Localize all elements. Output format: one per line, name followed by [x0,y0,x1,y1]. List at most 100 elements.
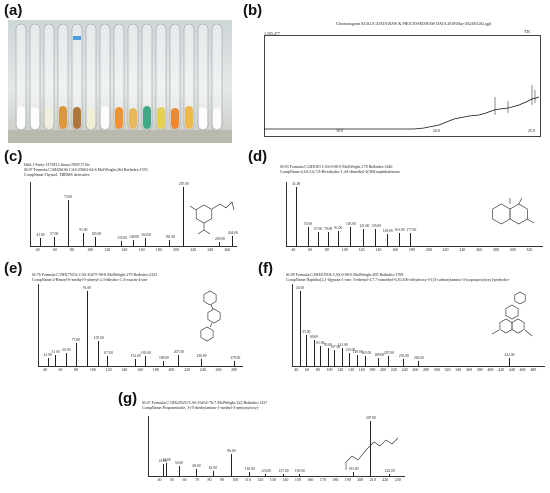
spectrum-peak-label: 121.00 [359,224,370,229]
spectrum-peak [306,334,308,366]
spectrum-peak [313,339,315,366]
spectrum-peak-label: 91.00 [334,225,343,230]
spectrum-peak-label: 57.00 [50,232,59,237]
spectrum-peak [282,473,284,476]
spectrum-xtick: 360 [465,367,472,372]
spectrum-peak-label: 54.00 [174,461,184,466]
spectrum-peak-label: 110.00 [244,467,255,472]
spectrum-axes: 41.00 44.00 54.00 68.00 81.00 96.00 110.00 123.… [148,416,405,477]
spectrum-peak-label: 207.00 [383,351,394,356]
spectrum-peak-label: 432.00 [504,352,515,357]
spectrum-header-line: SI:83 Formula:C12H18O CAS:0-00-0 MolWeig… [280,164,393,169]
spectrum-xtick: 80 [74,367,79,372]
spectrum-axes: 41.00 57.00 73.00 91.00 105.00 135.00 149.00 16… [30,182,238,247]
spectrum-xtick: 100 [87,247,94,252]
tube-liquid [157,107,165,129]
spectrum-xtick: 440 [508,367,515,372]
spectrum-peak [298,473,300,476]
spectrum-peak [134,359,136,366]
spectrum-xtick: 200 [168,367,175,372]
spectrum-xtick: 60 [305,367,310,372]
spectrum-peak [334,349,336,366]
spectrum-xtick: 220 [382,477,389,482]
spectrum-peak [402,359,404,366]
spectrum-peak [231,235,233,246]
panel-label-g: (g) [118,390,138,407]
spectrum-peak [363,229,365,246]
spectrum-peak [296,187,298,246]
spectrum-peak-label: 249.00 [214,237,225,242]
spectrum-xtick: 340 [455,367,462,372]
spectrum-peak [320,346,322,366]
spectrum-xtick: 40 [294,367,299,372]
spectrum-xtick: 280 [231,367,238,372]
chromatogram-frame [264,35,541,137]
spectrum-peak [307,226,309,246]
spectrum-xtick: 40 [157,477,162,482]
spectrum-peak-label: 150.00 [294,468,305,473]
test-tube [85,23,97,131]
rack [8,130,232,143]
spectrum-peak-label: 123.00 [261,468,272,473]
spectrum-axes: 43.00 55.00 69.00 81.00 95.00 107.00 121.00 135… [292,284,545,367]
spectrum-xtick: 160 [137,367,143,372]
spectrum-peak [121,240,122,246]
test-tubes-photo [8,20,232,143]
spectrum-peak-label: 117.00 [103,351,113,356]
spectrum-peak-label: 41.00 [292,182,301,187]
spectrum-xtick: 260 [476,247,483,252]
spectrum-xtick: 180 [369,367,376,372]
test-tube [141,23,153,131]
chromatogram-xtick: 20.0 [433,128,440,133]
spectrum-peak-label: 163.00 [394,228,405,233]
spectrum-peak [349,226,351,246]
spectrum-header-line: SI:47 Formula:C13H22N2O CAS:16454-76-7 M… [142,400,268,405]
spectrum-peak-label: 65.00 [62,347,71,352]
spectrum-peak-label: 44.00 [162,457,171,462]
spectrum-peak [162,361,164,366]
tube-liquid [45,108,53,129]
test-tube [99,23,111,131]
spectrum-xtick: 180 [332,477,339,482]
spectrum-peak [182,187,184,246]
spectrum-xtick: 380 [476,367,483,372]
spectrum-peak-label: 191.00 [165,234,176,239]
spectrum-xtick: 160 [138,247,145,252]
spectrum-peak-label: 207.00 [178,182,189,187]
spectrum-peak [508,357,510,366]
spectrum-xtick: 180 [408,247,415,252]
spectrum-xtick: 120 [105,367,112,372]
chromatogram-ymax: 1,505,477 [264,31,280,36]
spectrum-peak [265,473,266,476]
spectrum-xtick: 200 [425,247,432,252]
spectrum-peak [107,356,109,366]
spectrum-peak [196,468,198,476]
spectrum-xtick: 140 [375,247,382,252]
spectrum-xtick: 50 [169,477,174,482]
spectrum-peak [67,199,69,246]
spectrum-peak-label: 207.00 [173,349,184,354]
spectrum-xtick: 220 [390,367,397,372]
spectrum-peak-label: 41.00 [43,352,52,357]
spectrum-xtick: 60 [182,477,187,482]
spectrum-peak [352,472,354,476]
spectrum-peak-label: 105.00 [93,336,104,341]
spectrum-peak-label: 73.00 [63,194,72,199]
tube-liquid [213,108,221,129]
spectrum-peak-label: 222.00 [384,468,395,473]
spectrum-xtick: 60 [308,247,313,252]
tube-liquid [31,107,39,129]
spectrum-xtick: 140 [347,367,354,372]
spectrum-peak-label: 51.00 [51,349,60,354]
spectrum-peak [328,231,329,246]
spectrum-xtick: 110 [244,477,251,482]
panel-label-c: (c) [4,148,23,165]
tube-liquid [129,108,137,129]
spectrum-peak-label: 189.00 [374,352,385,357]
spectrum-peak [356,354,358,366]
spectrum-d: SI:83 Formula:C12H18O CAS:0-00-0 MolWeig… [278,164,548,259]
spectrum-peak-label: 67.00 [314,226,323,231]
spectrum-peak-label: 77.00 [71,338,80,343]
panel-label-f: (f) [258,260,273,277]
spectrum-peak-label: 68.00 [192,463,201,468]
